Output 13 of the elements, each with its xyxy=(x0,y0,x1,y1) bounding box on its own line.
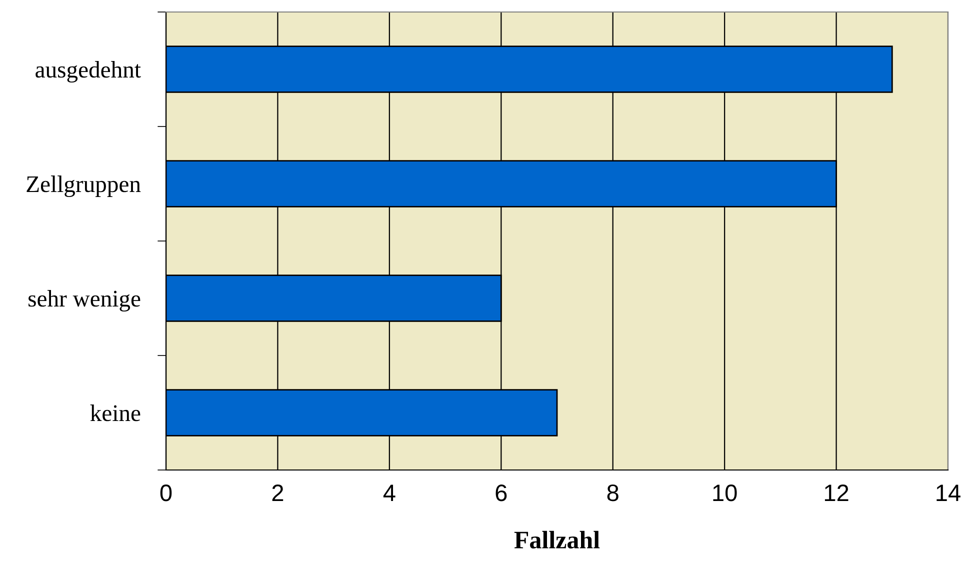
y-tick-label: Zellgruppen xyxy=(26,176,141,198)
x-tick-label: 6 xyxy=(496,484,507,502)
x-tick-label: 14 xyxy=(936,484,960,501)
x-tick-label: 2 xyxy=(272,484,284,501)
y-tick-label: ausgedehnt xyxy=(36,61,141,83)
x-axis-title: Fallzahl xyxy=(514,530,600,548)
x-tick-label: 10 xyxy=(713,484,737,502)
x-tick-label: 0 xyxy=(160,484,172,502)
x-tick-label: 12 xyxy=(824,484,848,501)
x-tick-label: 4 xyxy=(383,484,396,501)
x-tick-label: 8 xyxy=(607,484,618,502)
y-tick-label: sehr wenige xyxy=(28,290,140,312)
y-tick-label: keine xyxy=(90,404,140,422)
